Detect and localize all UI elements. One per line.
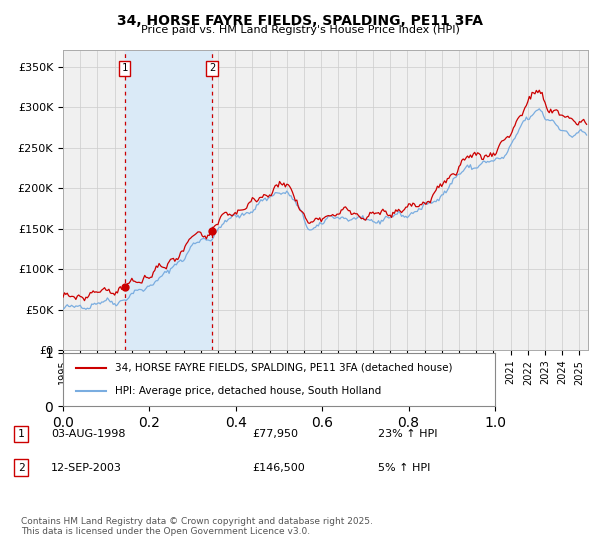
Text: Price paid vs. HM Land Registry's House Price Index (HPI): Price paid vs. HM Land Registry's House … [140, 25, 460, 35]
Text: 2: 2 [209, 63, 215, 73]
Bar [125, 50, 212, 350]
Text: 03-AUG-1998: 03-AUG-1998 [51, 429, 125, 439]
Text: £77,950: £77,950 [252, 429, 298, 439]
Text: 34, HORSE FAYRE FIELDS, SPALDING, PE11 3FA (detached house): 34, HORSE FAYRE FIELDS, SPALDING, PE11 3… [115, 363, 452, 373]
Text: £146,500: £146,500 [252, 463, 305, 473]
Text: 1: 1 [17, 429, 25, 439]
Text: 5% ↑ HPI: 5% ↑ HPI [378, 463, 430, 473]
Text: HPI: Average price, detached house, South Holland: HPI: Average price, detached house, Sout… [115, 386, 381, 396]
Text: 2: 2 [17, 463, 25, 473]
Text: 12-SEP-2003: 12-SEP-2003 [51, 463, 122, 473]
Text: 1: 1 [122, 63, 128, 73]
Text: 23% ↑ HPI: 23% ↑ HPI [378, 429, 437, 439]
Text: 34, HORSE FAYRE FIELDS, SPALDING, PE11 3FA: 34, HORSE FAYRE FIELDS, SPALDING, PE11 3… [117, 14, 483, 28]
Text: Contains HM Land Registry data © Crown copyright and database right 2025.
This d: Contains HM Land Registry data © Crown c… [21, 517, 373, 536]
